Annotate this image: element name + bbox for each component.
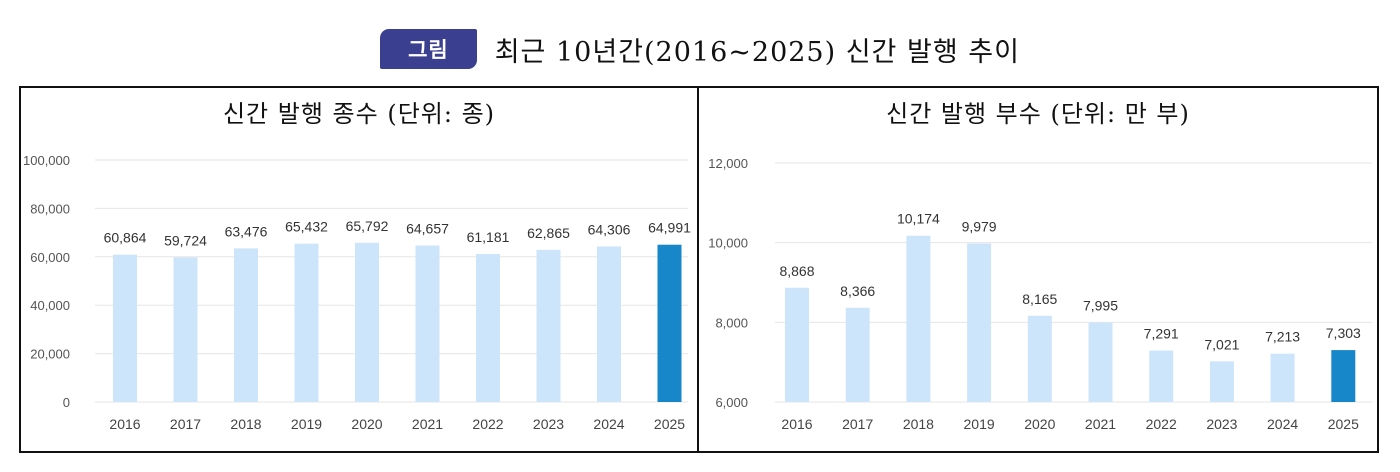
bar <box>355 242 379 402</box>
data-label: 63,476 <box>225 223 268 239</box>
y-tick-label: 12,000 <box>708 156 748 171</box>
bar <box>906 235 931 402</box>
bar <box>1209 361 1234 402</box>
bar <box>1027 315 1052 402</box>
x-tick-label: 2018 <box>230 416 261 432</box>
data-label: 61,181 <box>467 229 510 245</box>
data-label: 10,174 <box>897 211 940 227</box>
bar <box>173 257 198 402</box>
chart-title-copies: 신간 발행 부수 (단위: 만 부) <box>886 100 1190 128</box>
x-tick-label: 2025 <box>1328 416 1359 432</box>
x-tick-label: 2023 <box>1206 416 1237 432</box>
x-tick-label: 2020 <box>1024 416 1055 432</box>
data-label: 7,021 <box>1204 336 1239 352</box>
x-tick-label: 2016 <box>109 416 140 432</box>
bar <box>476 253 500 402</box>
y-tick-label: 10,000 <box>708 236 748 251</box>
y-tick-label: 8,000 <box>715 315 748 330</box>
data-label: 64,306 <box>588 221 631 237</box>
y-tick-label: 20,000 <box>30 347 70 362</box>
data-label: 8,366 <box>840 283 875 299</box>
chart-title-titles: 신간 발행 종수 (단위: 종) <box>222 100 496 128</box>
data-label: 59,724 <box>164 232 207 248</box>
chart-frame <box>19 86 1379 453</box>
figure-title: 최근 10년간(2016~2025) 신간 발행 추이 <box>494 36 1020 68</box>
x-tick-label: 2016 <box>781 416 812 432</box>
data-label: 7,303 <box>1326 325 1361 341</box>
y-tick-label: 60,000 <box>30 250 70 265</box>
bar <box>1270 353 1295 402</box>
bar <box>113 254 137 402</box>
x-tick-label: 2024 <box>1267 416 1298 432</box>
x-tick-label: 2017 <box>842 416 873 432</box>
data-label: 7,995 <box>1083 298 1118 314</box>
data-label: 7,291 <box>1144 326 1179 342</box>
figure-header: 그림 최근 10년간(2016~2025) 신간 발행 추이 <box>0 26 1400 72</box>
bar <box>1088 322 1113 402</box>
panel-divider <box>697 86 699 453</box>
x-tick-label: 2022 <box>1146 416 1177 432</box>
bar <box>657 244 682 402</box>
x-tick-label: 2019 <box>291 416 322 432</box>
data-label: 7,213 <box>1265 329 1300 345</box>
x-tick-label: 2022 <box>472 416 503 432</box>
bar <box>1149 350 1174 402</box>
x-tick-label: 2021 <box>1085 416 1116 432</box>
bar <box>415 245 440 402</box>
data-label: 9,979 <box>962 219 997 235</box>
figure-badge: 그림 <box>380 29 477 69</box>
bar <box>967 243 992 402</box>
x-tick-label: 2024 <box>593 416 624 432</box>
bar <box>536 249 561 402</box>
x-tick-label: 2019 <box>964 416 995 432</box>
y-tick-label: 40,000 <box>30 298 70 313</box>
y-tick-label: 6,000 <box>715 395 748 410</box>
data-label: 65,432 <box>285 219 328 235</box>
data-label: 65,792 <box>346 218 389 234</box>
data-label: 60,864 <box>104 230 147 246</box>
x-tick-label: 2020 <box>351 416 382 432</box>
x-tick-label: 2023 <box>533 416 564 432</box>
bar <box>597 246 621 402</box>
bar <box>1331 350 1356 402</box>
x-tick-label: 2021 <box>412 416 443 432</box>
data-label: 8,165 <box>1022 291 1057 307</box>
x-tick-label: 2017 <box>170 416 201 432</box>
y-tick-label: 100,000 <box>23 153 70 168</box>
x-tick-label: 2018 <box>903 416 934 432</box>
bar <box>785 287 809 402</box>
data-label: 64,657 <box>406 221 449 237</box>
x-tick-label: 2025 <box>654 416 685 432</box>
data-label: 8,868 <box>779 263 814 279</box>
bar <box>294 243 319 402</box>
bar <box>845 307 870 402</box>
y-tick-label: 80,000 <box>30 201 70 216</box>
data-label: 64,991 <box>648 220 691 236</box>
data-label: 62,865 <box>527 225 570 241</box>
bar <box>234 248 258 402</box>
y-tick-label: 0 <box>63 395 70 410</box>
